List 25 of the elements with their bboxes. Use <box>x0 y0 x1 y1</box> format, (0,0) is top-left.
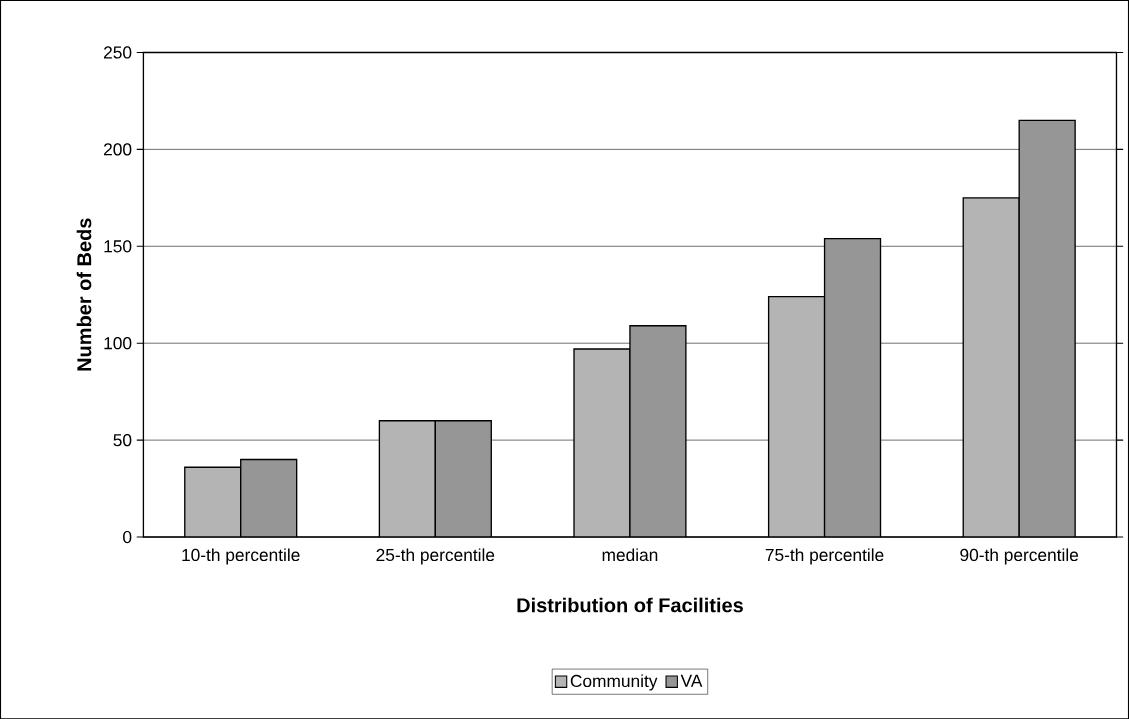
y-tick-label: 200 <box>104 143 132 156</box>
bar <box>240 458 298 537</box>
bar <box>573 348 631 537</box>
x-tick-label: 25-th percentile <box>376 548 495 565</box>
bar <box>184 466 242 537</box>
bar <box>378 419 436 537</box>
x-tick-label: 90-th percentile <box>960 548 1079 565</box>
bar <box>823 237 882 537</box>
legend-label: VA <box>680 674 703 687</box>
bar <box>434 419 492 537</box>
y-tick-label: 150 <box>104 239 132 253</box>
x-tick-label: 10-th percentile <box>182 548 300 565</box>
y-tick-label: 250 <box>104 46 132 59</box>
bar <box>767 295 826 537</box>
x-tick-label: 75-th percentile <box>765 548 884 565</box>
y-tick-label: 0 <box>123 530 132 543</box>
bar <box>629 324 687 537</box>
y-tick-label: 50 <box>113 433 132 447</box>
bar <box>962 196 1020 537</box>
x-tick-label: median <box>602 548 658 561</box>
y-axis-title: Number of Beds <box>76 218 92 371</box>
bar <box>1018 119 1076 537</box>
legend-label: Community <box>570 674 658 691</box>
x-axis-title: Distribution of Facilities <box>517 597 743 613</box>
y-tick-label: 100 <box>104 336 132 350</box>
